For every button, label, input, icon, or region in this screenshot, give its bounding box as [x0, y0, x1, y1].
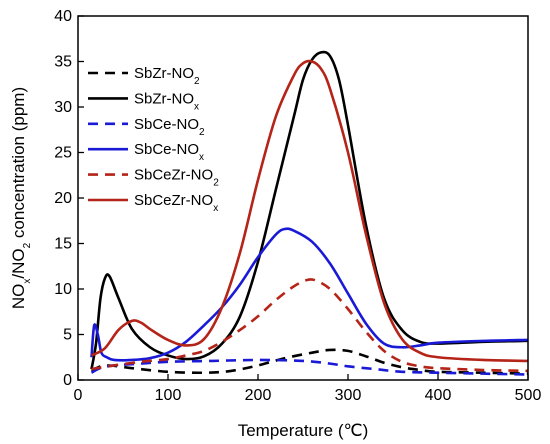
y-tick-label: 40: [54, 8, 72, 25]
x-axis-label: Temperature (℃): [238, 421, 369, 440]
y-tick-label: 15: [54, 236, 72, 253]
y-tick-label: 0: [63, 372, 72, 389]
legend-label: SbCeZr-NO2: [134, 167, 219, 189]
legend-label: SbZr-NO2: [134, 65, 200, 87]
y-tick-label: 30: [54, 99, 72, 116]
legend-label: SbCeZr-NOx: [134, 192, 218, 214]
y-tick-label: 20: [54, 190, 72, 207]
legend-label: SbZr-NOx: [134, 90, 199, 112]
x-tick-label: 100: [155, 387, 182, 404]
x-tick-label: 400: [425, 387, 452, 404]
series-line-6: [90, 59, 529, 363]
x-tick-label: 200: [245, 387, 272, 404]
legend: SbZr-NO2 SbZr-NOx SbCe-NO2 SbCe-NOx SbCeZr-N…: [88, 65, 219, 214]
y-tick-label: 5: [63, 327, 72, 344]
x-tick-label: 300: [335, 387, 362, 404]
y-tick-label: 25: [54, 145, 72, 162]
legend-label: SbCe-NOx: [134, 141, 204, 163]
series-line-4: [90, 227, 529, 362]
series-line-3: [90, 358, 529, 376]
series-line-5: [91, 278, 529, 373]
y-axis-label: NOx/NO2 concentration (ppm): [9, 87, 33, 309]
tick-layer: 0 100 200 300 400 500 0 5 10 15 20 25 30 35 40: [54, 8, 541, 404]
legend-label: SbCe-NO2: [134, 116, 205, 138]
series-line-1: [90, 348, 529, 375]
x-tick-label: 0: [74, 387, 83, 404]
series-layer: [90, 50, 529, 376]
y-tick-label: 35: [54, 54, 72, 71]
x-tick-label: 500: [515, 387, 542, 404]
y-tick-label: 10: [54, 281, 72, 298]
series-line-2: [90, 50, 529, 370]
